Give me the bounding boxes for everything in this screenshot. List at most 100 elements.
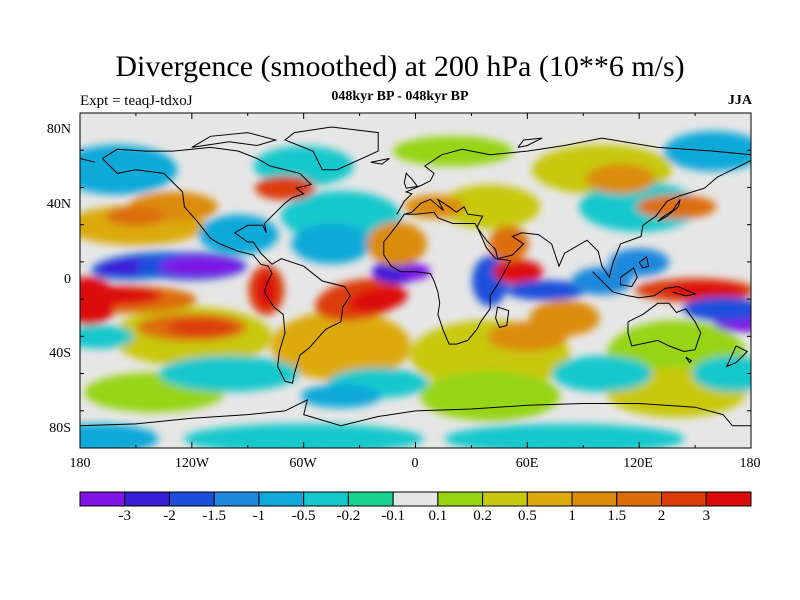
colorbar-label: 2 (657, 508, 666, 524)
x-tick-0: 0 (411, 456, 419, 471)
colorbar-swatch (303, 491, 349, 507)
colorbar-label: -1.5 (202, 508, 227, 524)
field-contour (80, 423, 159, 448)
colorbar-label: -1 (252, 508, 266, 524)
field-contour (198, 214, 279, 255)
field-contour (270, 310, 411, 381)
field-contour (444, 423, 685, 448)
colorbar-swatch (392, 491, 439, 507)
colorbar-label: 1 (568, 508, 576, 524)
colorbar-swatch (571, 491, 618, 507)
field-contour (585, 163, 656, 194)
plot-subtitle: 048kyr BP - 048kyr BP (331, 89, 469, 104)
field-contour (505, 280, 586, 301)
field-contour (487, 321, 568, 352)
colorbar-swatch (258, 491, 305, 507)
field-contour (493, 259, 544, 284)
plot-title: Divergence (smoothed) at 200 hPa (10**6 … (115, 50, 685, 83)
y-tick-80s: 80S (49, 421, 71, 436)
field-contour (159, 256, 244, 277)
field-contour (404, 194, 465, 219)
y-tick-80n: 80N (46, 122, 71, 137)
field-contour (253, 145, 354, 186)
coastline (725, 345, 749, 368)
field-contour (291, 223, 372, 264)
field-contour (392, 136, 513, 167)
field-contour (420, 371, 561, 422)
coastline (396, 137, 751, 215)
colorbar-swatch (616, 491, 663, 507)
x-tick-120w: 120W (174, 456, 210, 471)
colorbar-label: 0.2 (473, 508, 492, 524)
colorbar-label: 3 (702, 508, 711, 524)
x-tick-60e: 60E (515, 456, 539, 471)
colorbar-swatch (124, 491, 170, 507)
colorbar-label: 0.5 (517, 508, 537, 524)
colorbar-label: 1.5 (607, 508, 627, 524)
field-contour (488, 225, 529, 262)
season-label: JJA (727, 93, 752, 108)
field-contour (159, 355, 300, 392)
field-contour (551, 355, 652, 392)
coastline (370, 158, 390, 165)
y-tick-0: 0 (64, 272, 71, 287)
colorbar-label: 0.1 (428, 508, 448, 524)
coastline (284, 126, 379, 171)
field-contour (80, 292, 115, 325)
field-contour (105, 206, 166, 227)
coastline (383, 211, 512, 345)
field-contour (348, 286, 408, 313)
field-contour (683, 296, 751, 321)
x-tick-60w: 60W (289, 456, 317, 471)
field-contour (80, 276, 110, 297)
coastline (495, 306, 510, 328)
x-tick-180w: 180 (69, 456, 91, 471)
colorbar-swatch (437, 491, 484, 507)
coastline (404, 159, 751, 279)
coastline (592, 271, 697, 299)
coastline (403, 172, 419, 189)
colorbar-swatch (526, 491, 573, 507)
field-contour (256, 272, 277, 309)
x-tick-120e: 120E (623, 456, 653, 471)
colorbar-label: -3 (118, 508, 131, 524)
colorbar-label: -0.1 (381, 508, 405, 524)
coastline (657, 199, 681, 223)
y-tick-40n: 40N (46, 197, 71, 212)
colorbar-swatch (213, 491, 260, 507)
coastline (638, 256, 650, 269)
divergence-field (80, 113, 751, 448)
coastline (80, 158, 96, 163)
colorbar-swatch (79, 491, 126, 507)
colorbar-swatch (482, 491, 528, 507)
coastline (102, 146, 351, 384)
colorbar-swatch (347, 491, 394, 507)
field-contour (80, 324, 134, 349)
colorbar-swatch (661, 491, 707, 507)
field-contour (183, 423, 424, 448)
x-tick-180e: 180 (739, 456, 761, 471)
y-tick-40s: 40S (49, 346, 71, 361)
field-contour (255, 176, 316, 201)
coastline (80, 398, 751, 427)
field-contour (300, 384, 381, 409)
field-contour (440, 184, 541, 229)
field-contour (664, 282, 745, 299)
field-contour (366, 221, 427, 266)
coastline (517, 137, 543, 148)
experiment-label: Expt = teaqJ-tdxoJ (80, 93, 193, 109)
field-contour (636, 194, 717, 219)
coastline (620, 267, 638, 288)
colorbar-label: -2 (163, 508, 176, 524)
colorbar-label: -0.5 (291, 508, 316, 524)
coastline (627, 302, 702, 353)
colorbar-swatch (168, 491, 215, 507)
colorbar-swatch (705, 491, 752, 507)
coastline (191, 132, 278, 148)
field-contour (692, 355, 751, 392)
field-contour (166, 318, 237, 337)
coastline (685, 356, 693, 364)
colorbar-label: -0.2 (336, 508, 361, 524)
